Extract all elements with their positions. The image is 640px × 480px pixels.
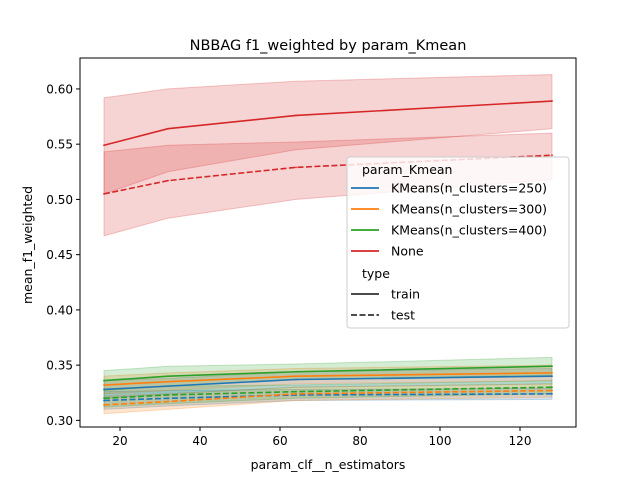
y-tick-label: 0.55 (46, 138, 73, 152)
legend-label-test: test (391, 308, 415, 323)
line-none-train (103, 100, 553, 147)
x-tick-label: 40 (192, 434, 207, 448)
point-kmeans-n-clusters-300-test-0 (103, 404, 105, 406)
legend-hue-title: param_Kmean (362, 162, 452, 177)
x-axis-label: param_clf__n_estimators (251, 457, 406, 472)
line-kmeans-n-clusters-400-test (103, 386, 553, 400)
y-axis-label: mean_f1_weighted (20, 186, 35, 304)
point-kmeans-n-clusters-300-test-2 (295, 392, 297, 395)
point-kmeans-n-clusters-250-train-2 (295, 378, 297, 381)
x-tick-label: 20 (112, 434, 127, 448)
point-none-test-3 (551, 154, 553, 157)
point-kmeans-n-clusters-400-test-2 (295, 390, 297, 393)
line-kmeans-n-clusters-250-test (103, 393, 553, 402)
x-tick-label: 100 (429, 434, 452, 448)
x-tick-label: 120 (509, 434, 532, 448)
point-none-train-3 (551, 100, 553, 102)
legend-style-title: type (362, 266, 390, 281)
legend-label-kmeans-n-clusters-400: KMeans(n_clusters=400) (391, 223, 547, 238)
point-kmeans-n-clusters-300-train-0 (103, 384, 105, 386)
point-kmeans-n-clusters-250-test-0 (103, 399, 105, 402)
line-kmeans-n-clusters-300-test (103, 389, 553, 406)
y-tick-label: 0.30 (46, 414, 73, 428)
legend-label-train: train (391, 287, 420, 302)
x-tick-label: 60 (272, 434, 287, 448)
point-kmeans-n-clusters-300-train-1 (167, 380, 169, 383)
point-none-test-2 (295, 166, 297, 169)
point-kmeans-n-clusters-400-test-3 (551, 386, 553, 389)
axes-frame (79, 57, 577, 428)
point-kmeans-n-clusters-400-train-2 (295, 370, 297, 373)
point-none-train-1 (167, 127, 169, 130)
y-tick-label: 0.45 (46, 248, 73, 262)
point-kmeans-n-clusters-300-train-3 (551, 371, 553, 374)
point-kmeans-n-clusters-300-test-1 (167, 400, 169, 403)
point-kmeans-n-clusters-250-test-1 (167, 397, 169, 400)
y-tick-label: 0.60 (46, 82, 73, 96)
point-kmeans-n-clusters-300-test-3 (551, 389, 553, 392)
legend: param_Kmean KMeans(n_clusters=250) KMeans(… (346, 156, 570, 329)
point-none-train-2 (295, 114, 297, 117)
point-kmeans-n-clusters-400-train-1 (167, 375, 169, 378)
point-none-train-0 (103, 144, 105, 147)
plot-area: 20 40 60 80 100 120 0.30 0.35 0.40 0.45 0.50 0.55 0.… (46, 74, 553, 448)
chart-title: NBBAG f1_weighted by param_Kmean (190, 38, 467, 54)
point-none-test-1 (167, 179, 169, 182)
point-kmeans-n-clusters-250-train-1 (167, 385, 169, 388)
y-tick-label: 0.35 (46, 359, 73, 373)
line-none-test (103, 154, 553, 195)
point-kmeans-n-clusters-400-train-3 (551, 365, 553, 368)
point-kmeans-n-clusters-250-train-0 (103, 388, 105, 391)
x-tick-label: 80 (352, 434, 367, 448)
point-kmeans-n-clusters-400-test-1 (167, 394, 169, 396)
band-none-train (103, 74, 553, 195)
point-none-test-0 (103, 192, 105, 195)
legend-box (346, 156, 570, 329)
line-kmeans-n-clusters-250-train (103, 375, 553, 391)
legend-label-kmeans-n-clusters-250: KMeans(n_clusters=250) (391, 181, 547, 196)
point-kmeans-n-clusters-400-test-0 (103, 397, 105, 400)
line-kmeans-n-clusters-300-train (103, 372, 553, 386)
point-kmeans-n-clusters-250-train-3 (551, 375, 553, 378)
legend-label-kmeans-n-clusters-300: KMeans(n_clusters=300) (391, 202, 547, 217)
point-kmeans-n-clusters-250-test-3 (551, 392, 553, 395)
y-tick-label: 0.40 (46, 303, 73, 317)
point-kmeans-n-clusters-400-train-0 (103, 379, 105, 382)
legend-label-none: None (391, 244, 424, 259)
line-kmeans-n-clusters-400-train (103, 365, 553, 382)
point-kmeans-n-clusters-300-train-2 (295, 375, 297, 378)
y-tick-label: 0.50 (46, 193, 73, 207)
